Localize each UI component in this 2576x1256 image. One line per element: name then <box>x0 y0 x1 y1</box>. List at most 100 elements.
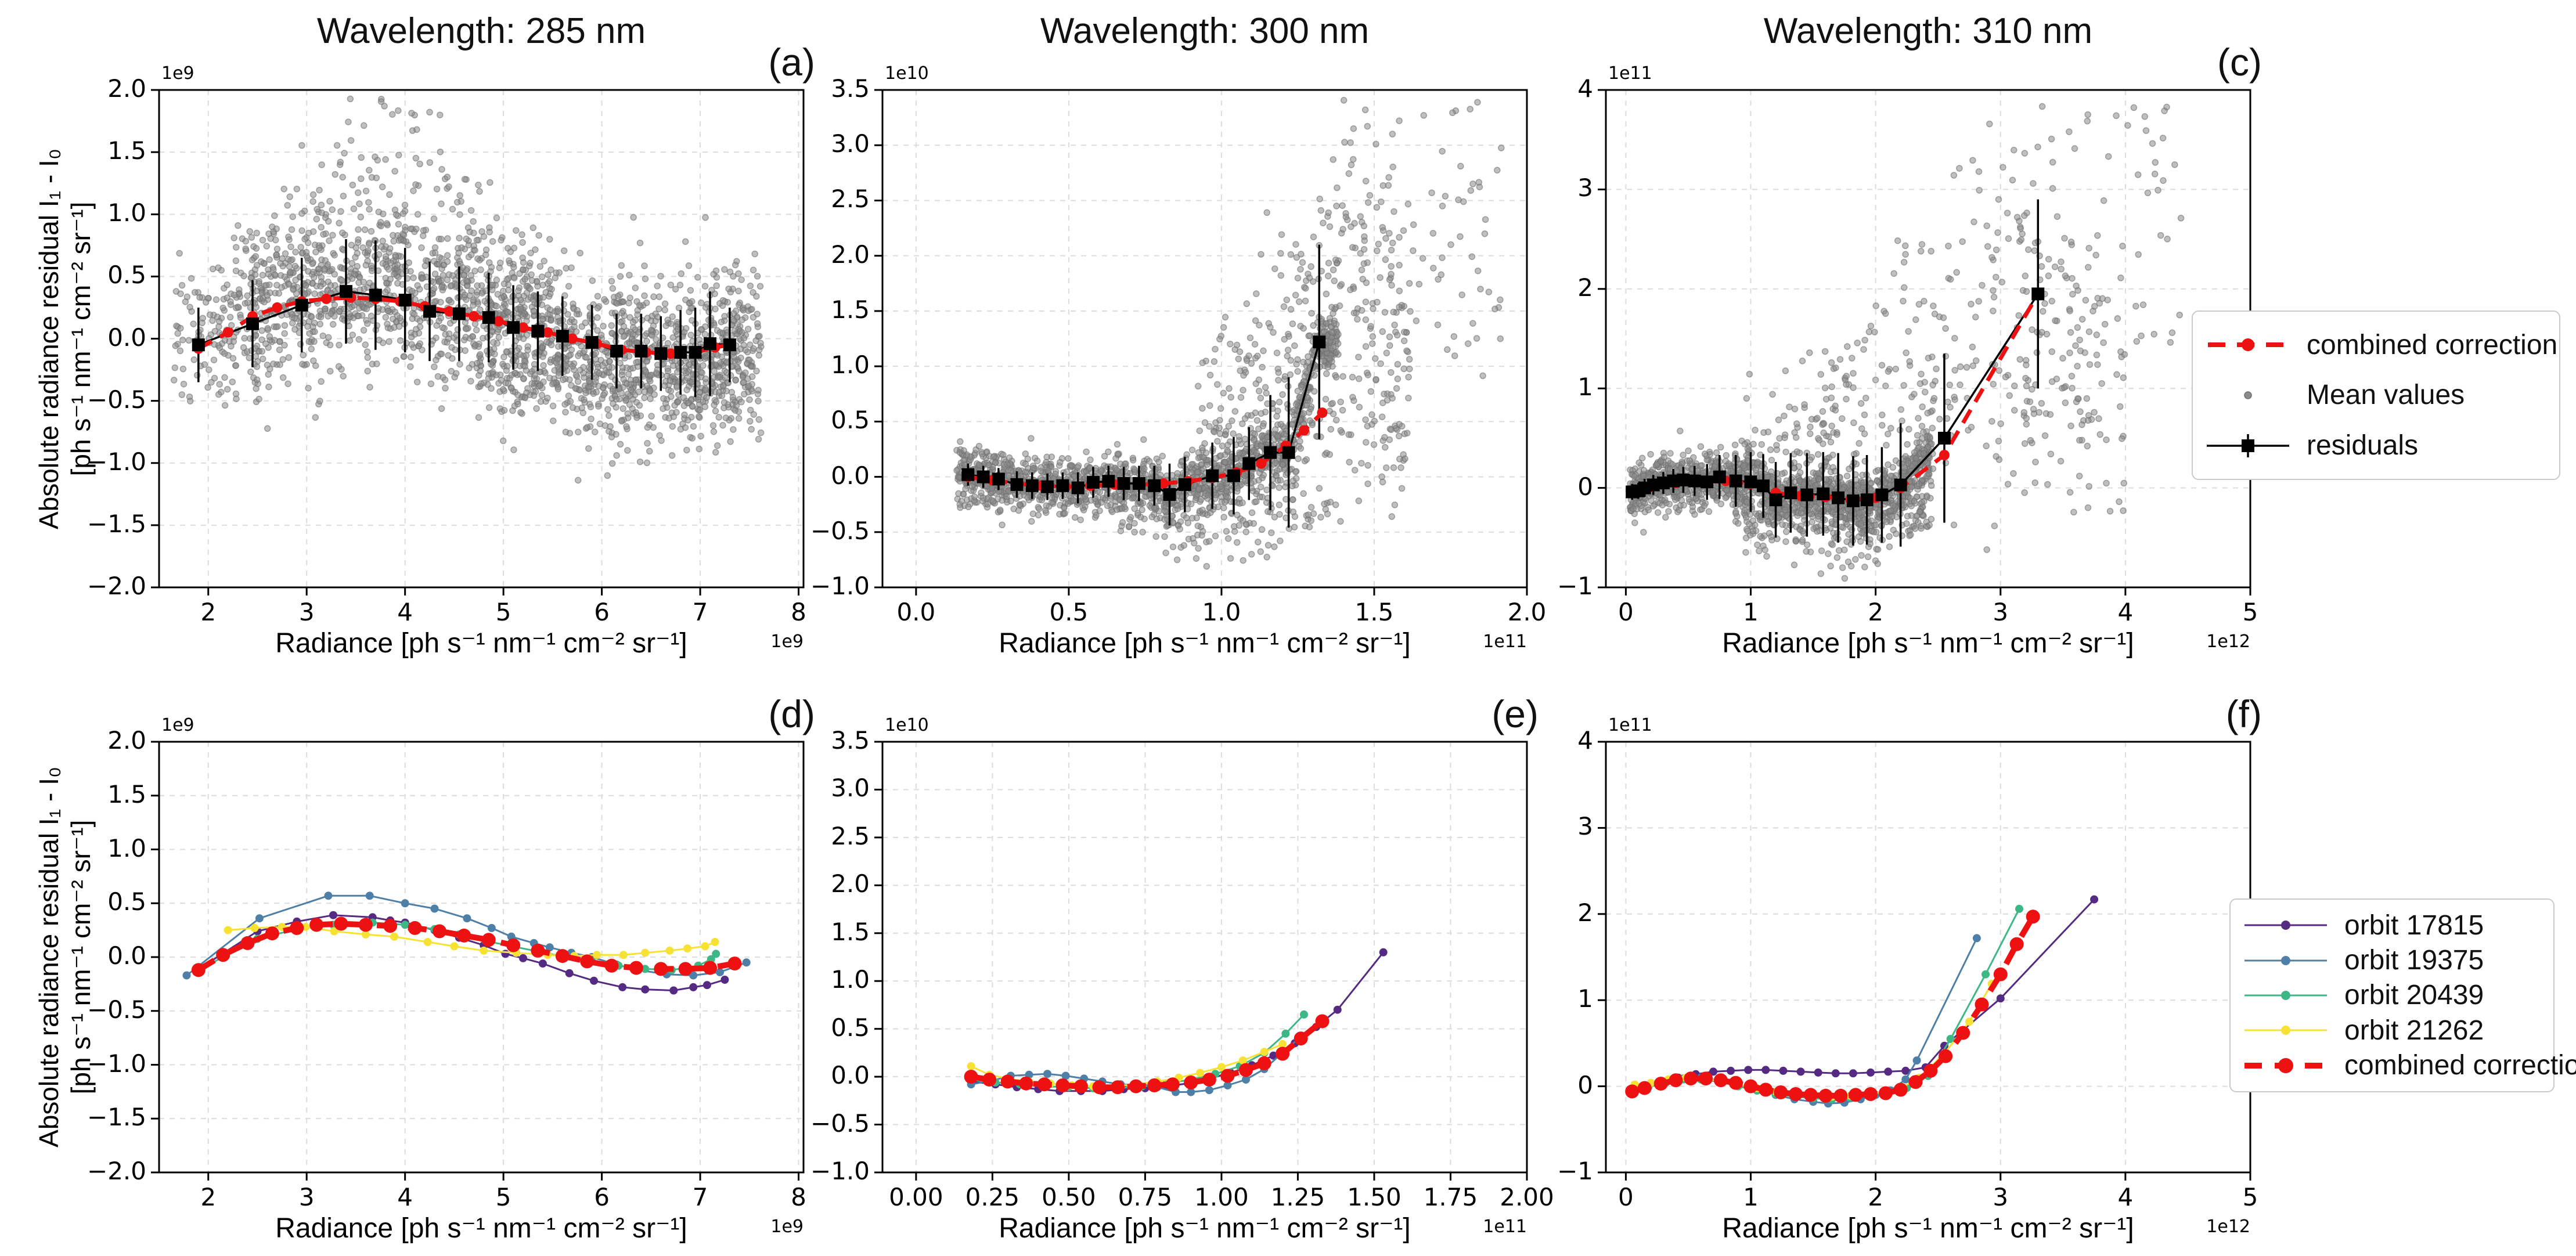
gray-dot-icon <box>2244 391 2252 399</box>
y-tick-label: 2.0 <box>107 726 146 755</box>
y-tick-label: 2.0 <box>831 869 870 898</box>
y-tick-label: −0.5 <box>810 516 870 545</box>
x-axis-offset-c: 1e12 <box>2206 631 2250 652</box>
y-tick-label: 3 <box>1577 812 1593 841</box>
x-tick-label: 4 <box>2117 598 2134 626</box>
x-tick-label: 5 <box>495 1183 511 1211</box>
line-dot-icon <box>2244 955 2327 965</box>
residuals-markers <box>192 285 736 360</box>
legend-entry: orbit 21262 <box>2242 1015 2542 1046</box>
panel-letter-d: (d) <box>768 692 815 735</box>
x-tick-label: 0.0 <box>896 598 936 626</box>
y-axis-offset-d: 1e9 <box>161 715 194 735</box>
y-tick-label: −0.5 <box>87 385 146 414</box>
y-tick-label: −1.5 <box>87 1103 146 1132</box>
y-tick-label: 0 <box>1577 1070 1593 1099</box>
y-tick-label: −1 <box>1557 572 1593 600</box>
y-tick-label: 3.0 <box>831 129 870 158</box>
y-tick-label: −1.0 <box>87 1049 146 1078</box>
legend-entry-label: orbit 21262 <box>2344 1015 2484 1046</box>
x-tick-label: 3 <box>1993 598 2009 626</box>
x-axis-offset-b: 1e11 <box>1483 631 1527 652</box>
y-tick-label: 0.0 <box>107 323 146 352</box>
plot-area-d <box>151 741 805 1181</box>
x-tick-label: 0.5 <box>1049 598 1089 626</box>
y-tick-label: −1.0 <box>87 447 146 476</box>
scatter-points-mean-values <box>1626 103 2185 582</box>
panel-letter-e: (e) <box>1491 692 1539 735</box>
x-tick-label: 4 <box>397 598 413 626</box>
data-layer <box>182 892 751 995</box>
axes-spines <box>1605 741 2251 1174</box>
y-tick-label: −0.5 <box>87 995 146 1024</box>
line-dot-icon <box>2244 1026 2327 1035</box>
legend-entry: orbit 20439 <box>2242 979 2542 1011</box>
panel-title-a: Wavelength: 285 nm <box>316 11 646 51</box>
y-tick-label: 4 <box>1577 726 1593 755</box>
x-axis-label-d: Radiance [ph s⁻¹ nm⁻¹ cm⁻² sr⁻¹] <box>275 1213 687 1244</box>
x-tick-label: 3 <box>298 598 315 626</box>
legend-entry: Mean values <box>2204 379 2548 411</box>
y-tick-label: −0.5 <box>810 1109 870 1138</box>
tick-marks <box>151 89 800 595</box>
y-tick-label: 2.0 <box>831 240 870 269</box>
y-tick-label: 0.5 <box>831 1013 870 1042</box>
red-dashed-thick-icon <box>2244 1058 2327 1073</box>
panel-title-c: Wavelength: 310 nm <box>1763 11 2093 51</box>
y-tick-label: 0 <box>1577 472 1593 501</box>
x-tick-label: 8 <box>791 1183 806 1211</box>
y-tick-label: −2.0 <box>87 1157 146 1185</box>
grid-lines <box>882 741 1527 1173</box>
axes-spines <box>881 741 1528 1174</box>
x-tick-label: 8 <box>791 598 806 626</box>
orbit-line-orbit-21262 <box>224 923 719 961</box>
x-tick-label: 4 <box>2117 1183 2134 1211</box>
y-tick-label: 1.0 <box>831 965 870 994</box>
y-tick-label: 1 <box>1577 373 1593 402</box>
panel-letter-a: (a) <box>768 41 815 84</box>
y-tick-label: 0.0 <box>831 461 870 490</box>
legend-entry: residuals <box>2204 430 2548 461</box>
y-axis-offset-b: 1e10 <box>885 63 929 84</box>
x-tick-label: 0 <box>1618 598 1634 626</box>
tick-marks <box>1598 89 2251 595</box>
combined-correction-line <box>964 1014 1330 1095</box>
x-axis-offset-f: 1e12 <box>2206 1217 2250 1237</box>
y-axis-offset-f: 1e11 <box>1608 715 1652 735</box>
x-axis-label-f: Radiance [ph s⁻¹ nm⁻¹ cm⁻² sr⁻¹] <box>1722 1213 2134 1244</box>
plot-area-a <box>151 89 805 595</box>
legend-entry-label: combined correction <box>2307 329 2558 360</box>
grid-lines <box>1606 741 2251 1173</box>
legend-entry-label: combined correction <box>2344 1050 2576 1081</box>
x-axis-offset-d: 1e9 <box>770 1217 804 1237</box>
y-tick-label: 1.0 <box>107 833 146 862</box>
combined-correction-line <box>1625 909 2040 1103</box>
axes-spines <box>158 741 805 1174</box>
data-layer <box>964 948 1388 1096</box>
legend-entry-label: orbit 17815 <box>2344 909 2484 941</box>
legend-entry-label: orbit 19375 <box>2344 945 2484 976</box>
x-tick-label: 1 <box>1743 598 1759 626</box>
tick-marks <box>874 89 1528 595</box>
x-tick-label: 1.00 <box>1194 1183 1249 1211</box>
y-tick-label: 2.5 <box>831 821 870 850</box>
x-tick-label: 7 <box>692 598 708 626</box>
plot-area-f <box>1598 741 2251 1181</box>
axes-spines <box>158 89 805 589</box>
x-axis-label-b: Radiance [ph s⁻¹ nm⁻¹ cm⁻² sr⁻¹] <box>999 628 1411 659</box>
plot-area-b <box>874 89 1528 595</box>
x-tick-label: 2 <box>200 1183 217 1211</box>
x-axis-offset-a: 1e9 <box>770 631 804 652</box>
x-axis-label-a: Radiance [ph s⁻¹ nm⁻¹ cm⁻² sr⁻¹] <box>275 628 687 659</box>
legend-entry: combined correction <box>2242 1049 2576 1081</box>
grid-lines <box>159 741 804 1173</box>
y-tick-label: −1.5 <box>87 509 146 538</box>
x-tick-label: 3 <box>1993 1183 2009 1211</box>
legend-entry: orbit 17815 <box>2242 909 2542 941</box>
x-tick-label: 7 <box>692 1183 708 1211</box>
y-axis-offset-a: 1e9 <box>161 63 194 84</box>
panel-letter-c: (c) <box>2217 41 2262 84</box>
x-tick-label: 2.00 <box>1500 1183 1554 1211</box>
x-tick-label: 6 <box>594 598 610 626</box>
data-layer <box>953 97 1505 570</box>
